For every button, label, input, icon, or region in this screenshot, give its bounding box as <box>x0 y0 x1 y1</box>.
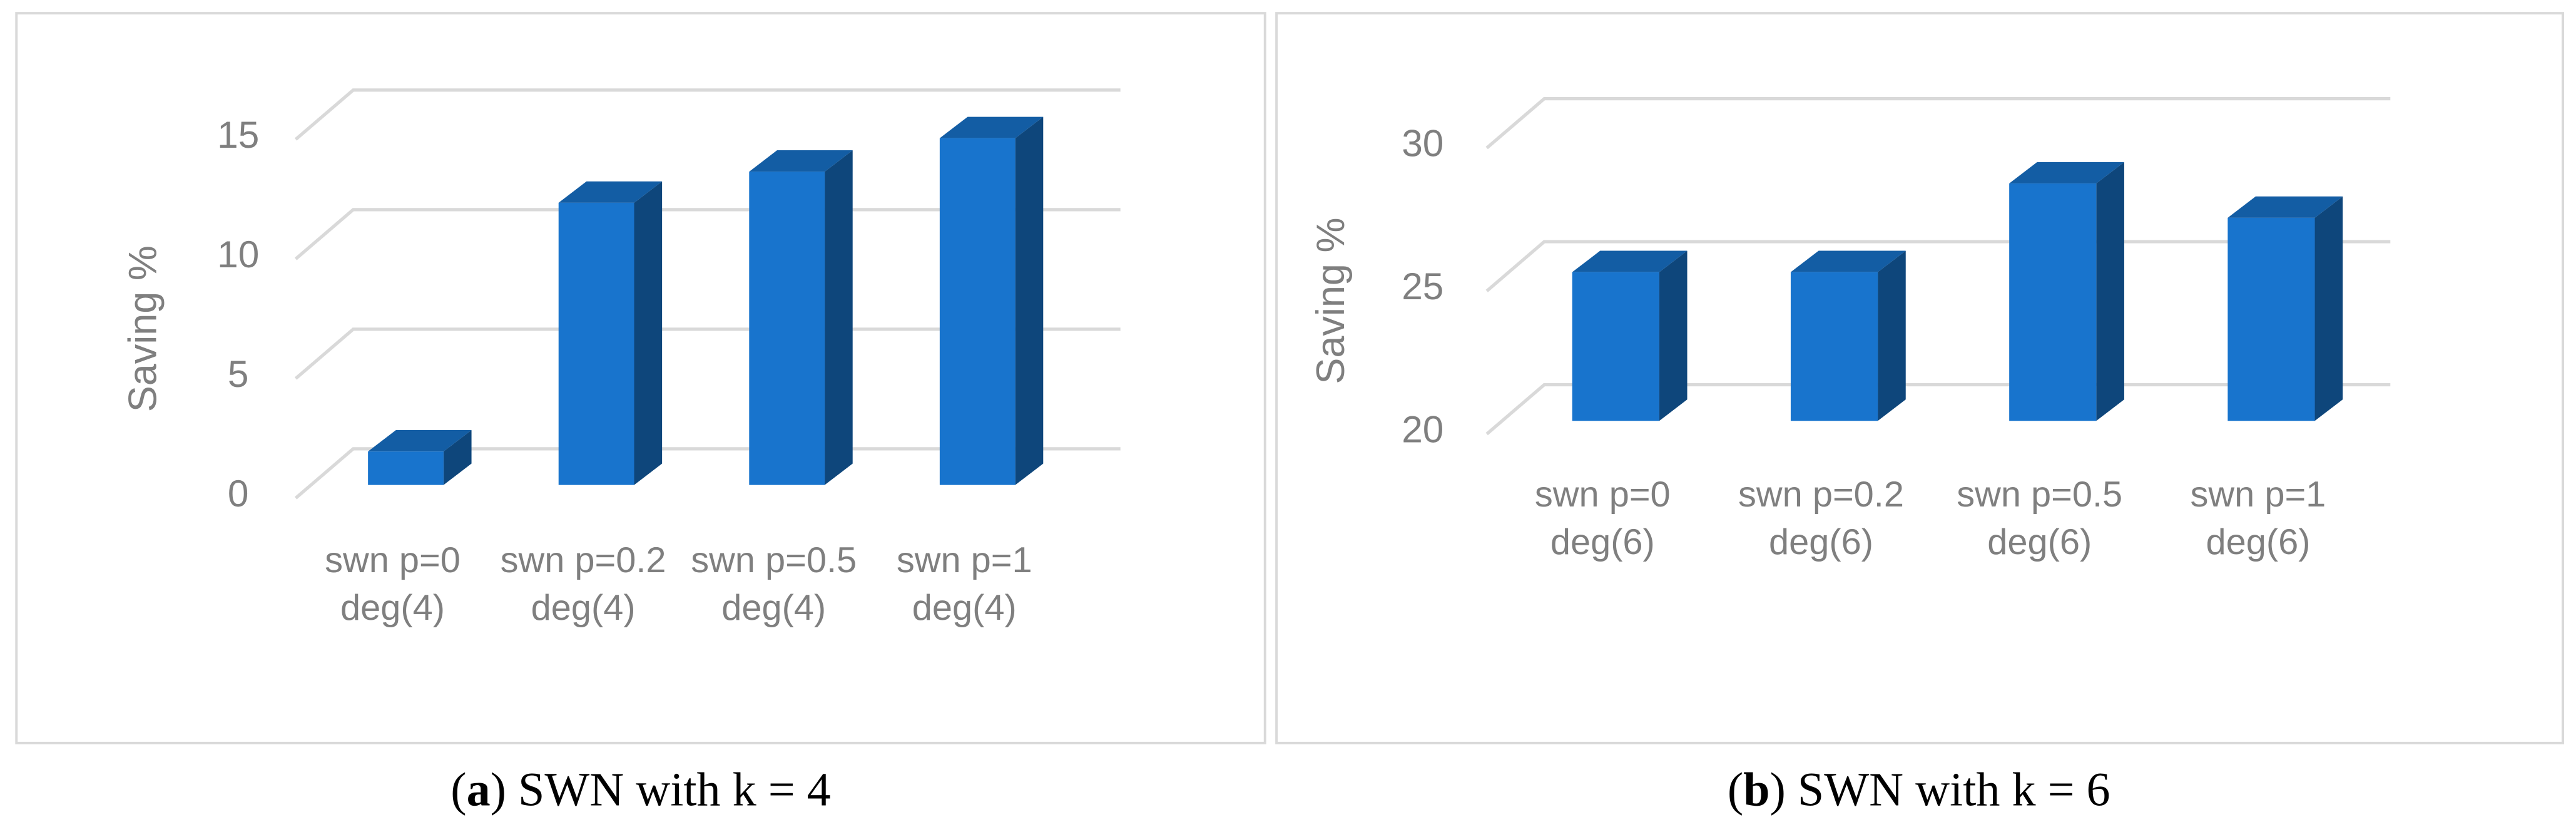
bar-top <box>939 116 1044 138</box>
grid-line <box>294 208 1121 260</box>
caption-part: a <box>467 764 491 816</box>
y-tick-label: 20 <box>1402 408 1443 451</box>
bar <box>1572 272 1659 421</box>
caption-part: ) SWN with k = 4 <box>491 764 831 816</box>
bar <box>2009 183 2097 421</box>
x-tick-label-box: swn p=1 deg(4) <box>896 539 1032 629</box>
bar-top <box>2009 162 2124 184</box>
bar-side <box>1659 250 1688 421</box>
x-tick-label: swn p=0.2 deg(6) <box>1738 473 1904 563</box>
y-axis-title: Saving % <box>121 245 165 412</box>
bar-side <box>634 181 663 485</box>
x-tick-label: swn p=0.2 deg(4) <box>500 539 666 629</box>
caption-part: b <box>1743 764 1769 816</box>
bar-side <box>1878 250 1906 421</box>
x-tick-label-box: swn p=0.2 deg(6) <box>1738 473 1904 563</box>
bar <box>2227 217 2315 421</box>
bar <box>939 138 1016 485</box>
grid-line <box>294 447 1121 500</box>
bar <box>749 172 825 485</box>
grid-line <box>294 88 1121 141</box>
y-axis-title: Saving % <box>1309 218 1353 384</box>
x-tick-label: swn p=0 deg(6) <box>1534 473 1671 563</box>
chart-frame <box>1275 12 2564 744</box>
x-tick-label-box: swn p=0.2 deg(4) <box>500 539 666 629</box>
bar-side <box>2314 196 2343 421</box>
x-tick-label-box: swn p=1 deg(6) <box>2190 473 2326 563</box>
y-tick-label: 0 <box>228 472 249 515</box>
bar-side <box>825 150 853 485</box>
x-tick-label-box: swn p=0.5 deg(6) <box>1957 473 2123 563</box>
x-tick-label-box: swn p=0.5 deg(4) <box>691 539 857 629</box>
x-tick-label: swn p=0.5 deg(4) <box>691 539 857 629</box>
x-tick-label-box: swn p=0 deg(6) <box>1534 473 1671 563</box>
x-tick-label-box: swn p=0 deg(4) <box>325 539 461 629</box>
bar-top <box>1790 250 1906 272</box>
caption-part: ( <box>1728 764 1743 816</box>
bar-top <box>1572 250 1688 272</box>
y-tick-label: 10 <box>217 233 259 275</box>
caption: (a) SWN with k = 4 <box>451 764 831 816</box>
grid-line <box>294 327 1121 380</box>
y-tick-label: 5 <box>228 352 249 395</box>
bar-side <box>1015 116 1044 485</box>
caption: (b) SWN with k = 6 <box>1728 764 2110 816</box>
bar-side <box>2096 162 2124 421</box>
bar-top <box>749 150 853 172</box>
bar <box>368 451 444 485</box>
x-tick-label: swn p=1 deg(6) <box>2190 473 2326 563</box>
y-tick-label: 15 <box>217 113 259 156</box>
bar-top <box>368 430 472 452</box>
caption-part: ) SWN with k = 6 <box>1770 764 2110 816</box>
caption-part: ( <box>451 764 466 816</box>
x-tick-label: swn p=1 deg(4) <box>896 539 1032 629</box>
x-tick-label: swn p=0.5 deg(6) <box>1957 473 2123 563</box>
bar <box>1790 272 1878 421</box>
bar-top <box>558 181 663 203</box>
bar <box>558 202 634 485</box>
x-tick-label: swn p=0 deg(4) <box>325 539 461 629</box>
grid-line <box>1485 97 2391 150</box>
y-tick-label: 25 <box>1402 265 1443 307</box>
bar-side <box>443 430 472 485</box>
bar-top <box>2227 196 2343 218</box>
y-tick-label: 30 <box>1402 122 1443 165</box>
